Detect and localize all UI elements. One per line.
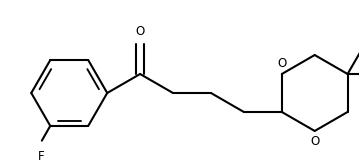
Text: F: F — [37, 150, 44, 163]
Text: O: O — [277, 57, 287, 70]
Text: O: O — [135, 25, 145, 38]
Text: O: O — [310, 135, 319, 148]
